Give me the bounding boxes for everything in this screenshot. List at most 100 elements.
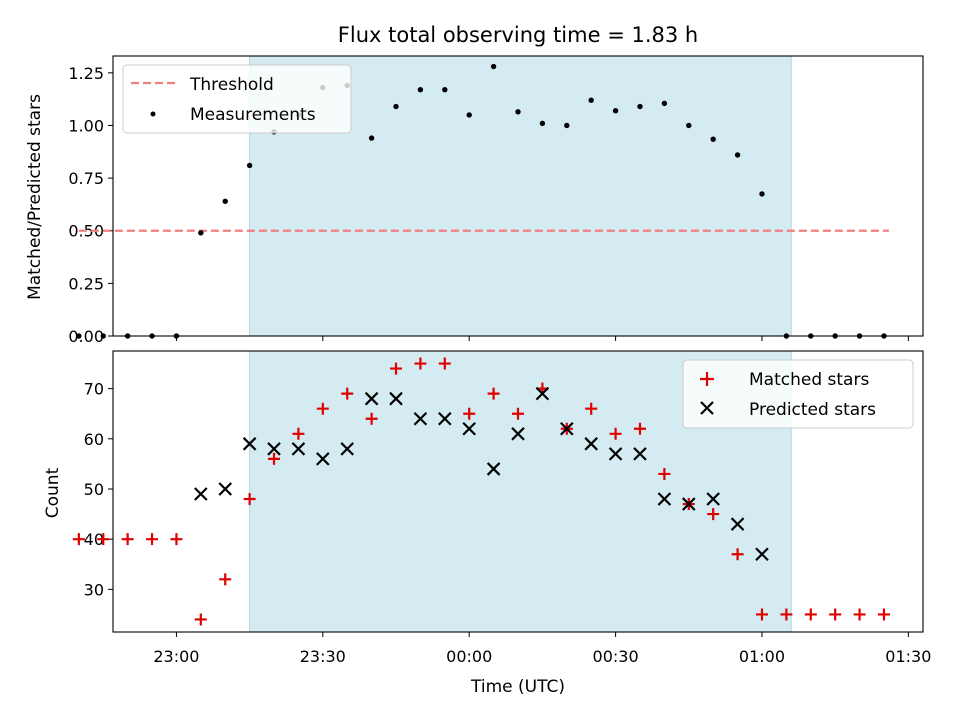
measurement-point <box>588 97 594 103</box>
measurement-point <box>76 333 82 339</box>
legend-matched-swatch <box>700 372 714 386</box>
matched-stars-point <box>194 613 207 626</box>
predicted-stars-point <box>584 437 598 451</box>
top-legend-box <box>122 64 352 134</box>
x-tick-label: 00:00 <box>446 647 492 666</box>
matched-stars-point <box>853 608 866 621</box>
measurement-point <box>417 86 424 93</box>
bottom-plot: 30 40 50 60 70 23:00 23:30 00:00 00:30 01:00 01:30 <box>72 350 931 666</box>
x-tick-label: 00:30 <box>593 647 639 666</box>
predicted-stars-point <box>340 442 354 456</box>
measurement-point <box>661 100 668 107</box>
measurement-point <box>490 63 497 70</box>
top-y-tick-label: 0.75 <box>68 169 104 188</box>
bottom-legend-box <box>682 359 914 429</box>
x-axis-label: Time (UTC) <box>470 677 565 697</box>
matched-stars-point <box>97 533 110 546</box>
measurement-point <box>393 103 399 110</box>
top-y-tick-label: 1.00 <box>68 116 104 135</box>
legend-measurements-swatch <box>150 111 156 117</box>
predicted-stars-point <box>364 391 379 406</box>
predicted-stars-point <box>413 411 428 426</box>
top-y-tick-label: 0.25 <box>68 274 104 293</box>
measurement-point <box>637 103 643 110</box>
measurement-point <box>442 86 448 93</box>
matched-stars-point <box>877 608 890 621</box>
matched-stars-point <box>731 548 744 561</box>
bottom-y-tick-label: 30 <box>84 580 104 599</box>
measurement-point <box>198 230 204 236</box>
measurement-point <box>368 135 375 141</box>
top-axes-frame <box>112 55 924 337</box>
predicted-stars-point <box>194 487 208 501</box>
predicted-stars-point <box>608 447 623 461</box>
matched-stars-point <box>390 362 403 375</box>
legend-threshold-label: Threshold <box>189 75 274 95</box>
predicted-stars-point <box>682 497 696 511</box>
predicted-stars-point <box>291 442 306 456</box>
legend-measurements-label: Measurements <box>190 105 316 125</box>
predicted-stars-point <box>560 421 574 436</box>
measurement-point <box>686 122 692 129</box>
legend-matched-label: Matched stars <box>749 370 869 390</box>
matched-stars-point <box>804 608 817 621</box>
matched-stars-point <box>585 402 598 415</box>
x-tick-label: 23:30 <box>300 647 346 666</box>
top-y-tick-label: 1.25 <box>68 64 104 83</box>
bottom-y-axis-label: Count <box>43 467 63 518</box>
matched-stars-point <box>438 357 451 370</box>
matched-stars-point <box>146 533 159 546</box>
matched-stars-point <box>487 387 500 400</box>
predicted-stars-point <box>462 421 476 436</box>
matched-stars-point <box>707 508 720 521</box>
x-tick-label: 23:00 <box>153 647 199 666</box>
predicted-stars-point <box>755 547 769 562</box>
matched-stars-point <box>609 427 622 440</box>
predicted-stars-point <box>657 492 672 506</box>
predicted-stars-point <box>218 482 233 496</box>
predicted-stars-point <box>267 442 281 456</box>
matched-stars-point <box>219 573 232 586</box>
matched-stars-point <box>414 357 427 370</box>
measurement-point <box>539 120 546 127</box>
matched-stars-point <box>755 608 768 621</box>
bottom-legend: Matched stars Predicted stars <box>682 359 914 429</box>
x-tick-label: 01:00 <box>739 647 785 666</box>
predicted-stars-point <box>535 386 550 401</box>
matched-stars-point <box>829 608 842 621</box>
predicted-stars-point <box>389 391 403 406</box>
measurement-point <box>222 198 228 204</box>
legend-predicted-label: Predicted stars <box>749 400 876 420</box>
matched-stars-point <box>292 427 305 440</box>
matched-stars-point <box>341 387 354 400</box>
predicted-stars-point <box>242 437 257 451</box>
measurement-point <box>734 152 741 158</box>
bottom-y-tick-label: 70 <box>84 380 104 399</box>
measurement-point <box>564 122 570 129</box>
top-y-tick-label: 0.00 <box>68 327 104 346</box>
top-legend: Threshold Measurements <box>122 64 352 134</box>
matched-stars-point <box>72 533 85 546</box>
bottom-axes-frame <box>112 350 924 633</box>
matched-stars-point <box>633 422 646 435</box>
measurement-point <box>515 109 521 115</box>
bottom-y-tick-label: 40 <box>84 530 104 549</box>
legend-predicted-swatch <box>700 401 714 415</box>
predicted-stars-point <box>633 447 647 461</box>
top-y-axis-label: Matched/Predicted stars <box>25 94 45 300</box>
matched-stars-point <box>121 533 134 546</box>
matched-stars-point <box>512 407 524 420</box>
bottom-y-tick-label: 60 <box>84 430 104 449</box>
chart-title: Flux total observing time = 1.83 h <box>338 23 698 47</box>
matched-stars-point <box>658 467 671 480</box>
matched-stars-point <box>316 402 329 415</box>
matched-stars-point <box>463 407 476 420</box>
bottom-y-tick-label: 50 <box>84 480 104 499</box>
predicted-stars-point <box>730 517 745 531</box>
measurement-point <box>710 136 716 142</box>
matched-stars-point <box>243 493 256 506</box>
measurement-point <box>466 112 472 118</box>
measurement-point <box>246 162 253 169</box>
x-tick-label: 01:30 <box>885 647 931 666</box>
